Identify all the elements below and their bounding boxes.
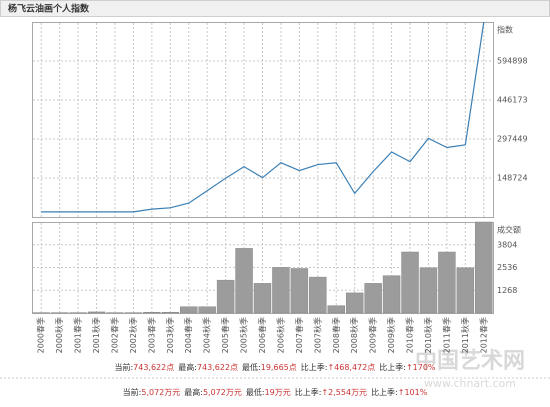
summary-label: 当前:	[114, 362, 133, 372]
x-tick-label: 2009春季	[368, 317, 378, 353]
bar	[253, 283, 272, 314]
bar	[309, 276, 327, 314]
x-tick-label: 2000春季	[36, 317, 46, 353]
x-tick-label: 2012春季	[478, 317, 488, 353]
x-tick-label: 2011春季	[441, 317, 451, 353]
x-tick-label: 2002春季	[109, 317, 119, 353]
x-tick-label: 2005春季	[220, 317, 230, 353]
bar	[216, 279, 235, 314]
bar	[290, 268, 309, 314]
x-tick-label: 2007春季	[294, 317, 304, 353]
y-tick-label: 446173	[497, 96, 528, 105]
y-tick-label: 148724	[497, 174, 528, 183]
axis-label: 成交额	[497, 225, 521, 235]
bar	[438, 251, 456, 314]
summary-label: 最高:	[178, 362, 197, 372]
summary-label: 最低:	[246, 387, 265, 397]
x-tick-label: 2006秋季	[275, 317, 285, 353]
page-title: 杨飞云油画个人指数	[8, 3, 90, 15]
summary-label: 最高:	[184, 387, 203, 397]
summary-label: 当前:	[123, 387, 142, 397]
bar	[382, 275, 401, 314]
summary-label: 比上季:	[379, 362, 406, 372]
x-tick-label: 2004春季	[183, 317, 193, 353]
y-tick-label: 1268	[497, 286, 517, 295]
summary-value: 5,072万元	[141, 388, 180, 397]
x-tick-label: 2005秋季	[239, 317, 249, 353]
summary-line: 当前:743,622点 最高:743,622点 最低:19,665点 比上季:↑468…	[114, 362, 435, 372]
x-tick-label: 2007秋季	[312, 317, 322, 353]
summary-value: ↑101%	[398, 388, 428, 397]
y-tick-label: 2536	[497, 263, 517, 272]
x-tick-label: 2002秋季	[128, 317, 138, 353]
x-tick-label: 2001春季	[73, 317, 83, 353]
bar	[180, 306, 198, 314]
bar	[198, 306, 216, 314]
x-tick-label: 2008秋季	[349, 317, 359, 353]
y-tick-label: 3804	[497, 240, 517, 249]
bar	[272, 267, 290, 314]
bar	[143, 312, 161, 314]
bar	[161, 312, 180, 314]
y-tick-label: 297449	[497, 134, 528, 143]
bar	[235, 248, 253, 314]
x-tick-label: 2001秋季	[91, 317, 101, 353]
summary-value: ↑170%	[406, 363, 436, 372]
watermark-name: 中国艺术网	[415, 348, 525, 374]
bar	[401, 251, 419, 314]
summary-value: ↑2,554万元	[321, 388, 367, 397]
index-line	[41, 21, 485, 213]
y-tick-label: 594898	[497, 56, 528, 65]
x-tick-label: 2004秋季	[202, 317, 212, 353]
summary-value: 19,665点	[261, 363, 297, 372]
watermark-url: www.chnart.com	[424, 377, 516, 390]
bar	[327, 305, 345, 314]
x-tick-label: 2006春季	[257, 317, 267, 353]
x-tick-label: 2008春季	[331, 317, 341, 353]
summary-value: 743,622点	[133, 363, 174, 372]
summary-value: 743,622点	[197, 363, 238, 372]
x-tick-label: 2000秋季	[54, 317, 64, 353]
x-tick-label: 2003春季	[146, 317, 156, 353]
bar	[456, 267, 475, 314]
x-tick-label: 2010春季	[405, 317, 415, 353]
x-tick-label: 2011秋季	[460, 317, 470, 353]
bar	[345, 292, 364, 314]
summary-label: 比上季:	[301, 362, 328, 372]
x-tick-label: 2010秋季	[423, 317, 433, 353]
summary-label: 最低:	[242, 362, 261, 372]
summary-value: 19万元	[265, 388, 291, 397]
axis-label: 指数	[497, 25, 513, 35]
summary-label: 比上季:	[371, 387, 398, 397]
x-tick-label: 2003秋季	[165, 317, 175, 353]
summary-value: ↑468,472点	[327, 363, 375, 372]
bar	[364, 283, 382, 314]
x-tick-label: 2009秋季	[386, 317, 396, 353]
bar	[87, 311, 106, 314]
summary-label: 比上季:	[295, 387, 322, 397]
summary-value: 5,072万元	[203, 388, 242, 397]
bar	[419, 267, 438, 314]
summary-line: 当前:5,072万元 最高:5,072万元 最低:19万元 比上季:↑2,554万元比…	[123, 387, 428, 397]
bar	[475, 221, 493, 314]
